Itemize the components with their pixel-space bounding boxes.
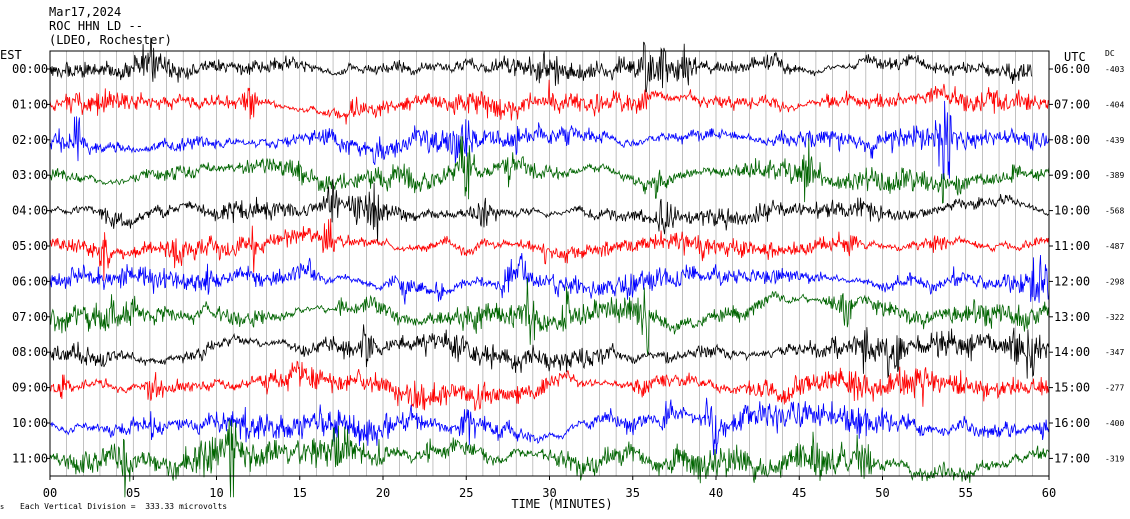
utc-label: 15:00	[1054, 381, 1090, 395]
est-label: 00:00	[12, 62, 48, 76]
utc-label: 17:00	[1054, 451, 1090, 465]
station-label: ROC HHN LD --	[49, 19, 143, 33]
est-label: 03:00	[12, 168, 48, 182]
dc-title: DC	[1105, 49, 1115, 58]
dc-value: -298	[1105, 277, 1124, 286]
dc-value: -439	[1105, 136, 1124, 145]
dc-value: -568	[1105, 207, 1124, 216]
minute-gridlines	[66, 51, 1033, 476]
trace-line	[49, 178, 1050, 243]
scale-note: Each Vertical Division = 333.33 microvol…	[20, 502, 228, 511]
x-tick-label: 30	[542, 486, 556, 500]
x-tick-label: 40	[709, 486, 723, 500]
network-label: (LDEO, Rochester)	[49, 33, 172, 47]
utc-label: 13:00	[1054, 310, 1090, 324]
utc-label: 10:00	[1054, 204, 1090, 218]
x-tick-label: 00	[43, 486, 57, 500]
dc-value: -277	[1105, 384, 1124, 393]
dc-value: -389	[1105, 171, 1124, 180]
x-tick-label: 05	[126, 486, 140, 500]
est-label: 06:00	[12, 274, 48, 288]
est-label: 02:00	[12, 133, 48, 147]
right-axis-title: UTC	[1064, 50, 1086, 64]
trace-group	[49, 37, 1050, 498]
x-tick-label: 45	[792, 486, 806, 500]
dc-value: -487	[1105, 242, 1124, 251]
dc-value: -400	[1105, 419, 1124, 428]
dc-value: -319	[1105, 454, 1124, 463]
utc-label: 14:00	[1054, 345, 1090, 359]
trace-line	[49, 277, 1050, 356]
x-tick-label: 55	[959, 486, 973, 500]
dc-value: -322	[1105, 313, 1124, 322]
trace-line	[49, 136, 1050, 204]
utc-label: 09:00	[1054, 168, 1090, 182]
left-axis-title: EST	[0, 48, 22, 62]
est-label: 10:00	[12, 416, 48, 430]
est-label: 01:00	[12, 97, 48, 111]
est-label: 04:00	[12, 204, 48, 218]
trace-line	[49, 324, 1050, 379]
utc-label: 11:00	[1054, 239, 1090, 253]
utc-label: 06:00	[1054, 62, 1090, 76]
est-label: 11:00	[12, 451, 48, 465]
x-tick-label: 25	[459, 486, 473, 500]
utc-label: 16:00	[1054, 416, 1090, 430]
x-tick-label: 20	[376, 486, 390, 500]
axis-labels: 00 05 10 15 20 25 30 35 40 45 50 55 60 00:00 06:00 -403…	[12, 62, 1124, 500]
x-tick-label: 10	[209, 486, 223, 500]
trace-line	[49, 419, 1050, 498]
trace-line	[49, 397, 1050, 456]
utc-label: 08:00	[1054, 133, 1090, 147]
x-tick-label: 50	[875, 486, 889, 500]
dc-value: -403	[1105, 65, 1124, 74]
date-label: Mar17,2024	[49, 5, 122, 19]
est-label: 07:00	[12, 310, 48, 324]
trace-line	[49, 37, 1033, 93]
utc-label: 07:00	[1054, 97, 1090, 111]
trace-line	[49, 252, 1050, 305]
trace-line	[49, 79, 1050, 125]
x-tick-label: 60	[1042, 486, 1056, 500]
x-axis-title: TIME (MINUTES)	[511, 497, 612, 511]
est-label: 05:00	[12, 239, 48, 253]
trace-line	[49, 360, 1050, 411]
utc-label: 12:00	[1054, 274, 1090, 288]
dc-value: -404	[1105, 100, 1124, 109]
trace-line	[49, 218, 1050, 281]
trace-line	[49, 100, 1050, 180]
x-tick-label: 35	[626, 486, 640, 500]
dc-value: -347	[1105, 348, 1124, 357]
x-tick-label: 15	[293, 486, 307, 500]
est-label: 09:00	[12, 381, 48, 395]
corner-mark: s	[0, 503, 5, 511]
est-label: 08:00	[12, 345, 48, 359]
